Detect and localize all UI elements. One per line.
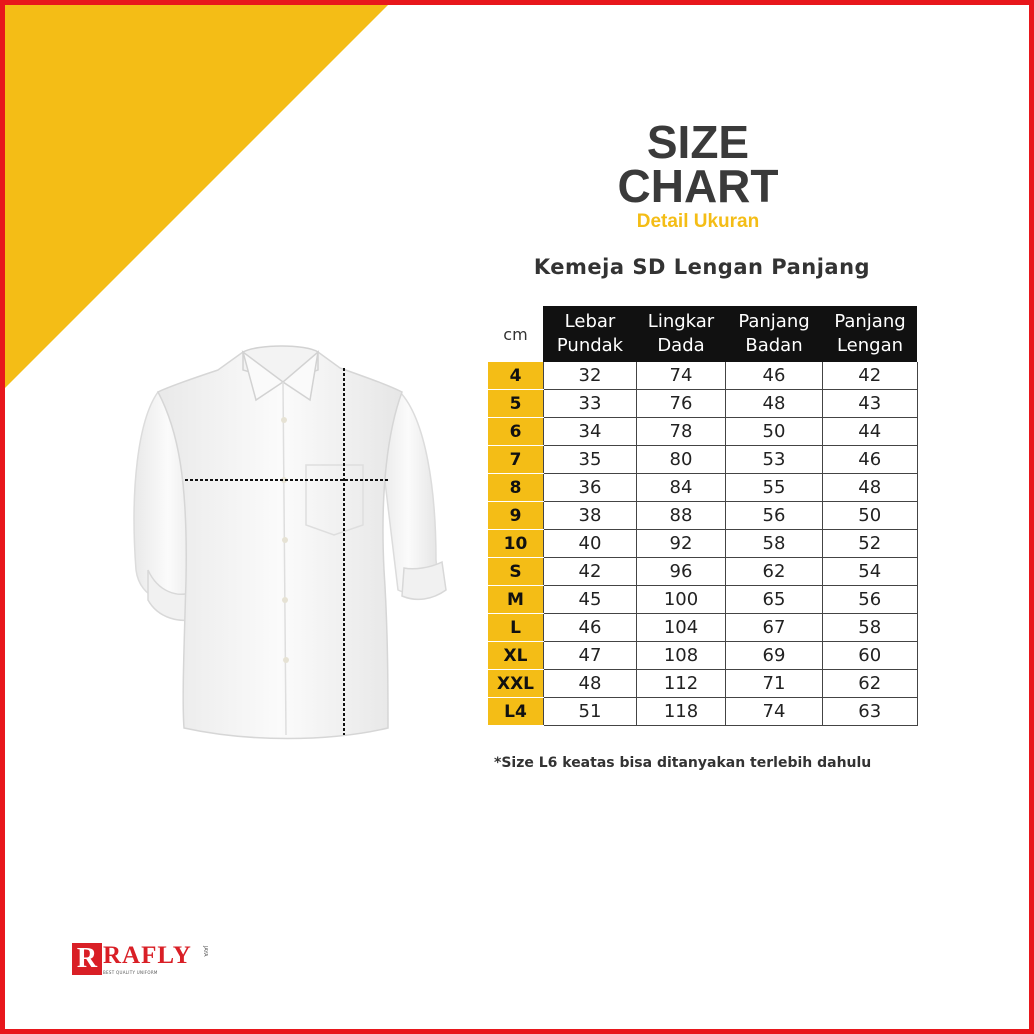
- size-label: 9: [488, 501, 544, 530]
- size-label: 8: [488, 473, 544, 502]
- table-cell: 84: [636, 473, 726, 502]
- table-row: 10 40 92 58 52: [488, 529, 918, 558]
- table-cell: 46: [543, 613, 637, 642]
- yellow-corner-triangle: [0, 0, 393, 393]
- size-label: 6: [488, 417, 544, 446]
- table-cell: 96: [636, 557, 726, 586]
- table-cell: 65: [725, 585, 823, 614]
- table-cell: 67: [725, 613, 823, 642]
- table-cell: 55: [725, 473, 823, 502]
- table-cell: 50: [822, 501, 918, 530]
- table-cell: 58: [822, 613, 918, 642]
- size-label: 4: [488, 362, 544, 390]
- table-cell: 80: [636, 445, 726, 474]
- table-cell: 78: [636, 417, 726, 446]
- table-cell: 44: [822, 417, 918, 446]
- table-cell: 36: [543, 473, 637, 502]
- table-row: XL 47 108 69 60: [488, 641, 918, 670]
- table-cell: 74: [725, 697, 823, 726]
- table-cell: 74: [636, 362, 726, 390]
- table-cell: 47: [543, 641, 637, 670]
- size-note: *Size L6 keatas bisa ditanyakan terlebih…: [494, 755, 872, 771]
- table-row: 9 38 88 56 50: [488, 501, 918, 530]
- shirt-icon: [133, 345, 447, 740]
- table-cell: 62: [822, 669, 918, 698]
- table-cell: 54: [822, 557, 918, 586]
- size-label: 7: [488, 445, 544, 474]
- table-cell: 104: [636, 613, 726, 642]
- table-cell: 46: [822, 445, 918, 474]
- rafly-logo: R RAFLY BEST QUALITY UNIFORM JAYA: [72, 942, 212, 977]
- table-cell: 35: [543, 445, 637, 474]
- page-title: SIZE CHART: [560, 116, 836, 212]
- table-cell: 48: [725, 389, 823, 418]
- logo-mark: R: [72, 943, 102, 975]
- table-cell: 76: [636, 389, 726, 418]
- table-cell: 45: [543, 585, 637, 614]
- size-label: XL: [488, 641, 544, 670]
- table-cell: 108: [636, 641, 726, 670]
- size-label: M: [488, 585, 544, 614]
- size-label: S: [488, 557, 544, 586]
- table-cell: 69: [725, 641, 823, 670]
- table-cell: 46: [725, 362, 823, 390]
- table-cell: 56: [725, 501, 823, 530]
- table-row: M 45 100 65 56: [488, 585, 918, 614]
- table-row: 7 35 80 53 46: [488, 445, 918, 474]
- table-row: S 42 96 62 54: [488, 557, 918, 586]
- table-cell: 40: [543, 529, 637, 558]
- table-header-row: cm Lebar Pundak Lingkar Dada Panjang Bad…: [488, 306, 917, 362]
- table-cell: 60: [822, 641, 918, 670]
- table-cell: 58: [725, 529, 823, 558]
- table-cell: 62: [725, 557, 823, 586]
- column-header-lebar-pundak: Lebar Pundak: [543, 306, 637, 362]
- table-cell: 38: [543, 501, 637, 530]
- table-cell: 42: [822, 362, 918, 390]
- table-cell: 42: [543, 557, 637, 586]
- logo-suffix: JAYA: [202, 946, 208, 957]
- size-label: 10: [488, 529, 544, 558]
- table-row: 8 36 84 55 48: [488, 473, 918, 502]
- table-cell: 56: [822, 585, 918, 614]
- size-label: XXL: [488, 669, 544, 698]
- table-cell: 48: [822, 473, 918, 502]
- table-row: 5 33 76 48 43: [488, 389, 918, 418]
- table-cell: 53: [725, 445, 823, 474]
- table-cell: 51: [543, 697, 637, 726]
- title-line-size: SIZE: [646, 116, 750, 168]
- size-label: L4: [488, 697, 544, 726]
- table-cell: 118: [636, 697, 726, 726]
- column-header-panjang-lengan: Panjang Lengan: [822, 306, 917, 362]
- size-table: cm Lebar Pundak Lingkar Dada Panjang Bad…: [488, 306, 918, 726]
- table-cell: 50: [725, 417, 823, 446]
- table-cell: 92: [636, 529, 726, 558]
- table-cell: 33: [543, 389, 637, 418]
- table-row: L4 51 118 74 63: [488, 697, 918, 726]
- table-cell: 52: [822, 529, 918, 558]
- table-row: 6 34 78 50 44: [488, 417, 918, 446]
- table-cell: 34: [543, 417, 637, 446]
- table-cell: 71: [725, 669, 823, 698]
- table-cell: 48: [543, 669, 637, 698]
- logo-tagline: BEST QUALITY UNIFORM: [103, 970, 158, 975]
- title-line-chart: CHART: [617, 160, 779, 212]
- column-header-panjang-badan: Panjang Badan: [725, 306, 823, 362]
- table-cell: 63: [822, 697, 918, 726]
- unit-label: cm: [488, 306, 544, 362]
- table-cell: 32: [543, 362, 637, 390]
- table-row: XXL 48 112 71 62: [488, 669, 918, 698]
- size-label: 5: [488, 389, 544, 418]
- table-cell: 88: [636, 501, 726, 530]
- table-cell: 43: [822, 389, 918, 418]
- table-cell: 100: [636, 585, 726, 614]
- column-header-lingkar-dada: Lingkar Dada: [636, 306, 726, 362]
- size-label: L: [488, 613, 544, 642]
- logo-wordmark: RAFLY: [103, 942, 192, 969]
- table-row: L 46 104 67 58: [488, 613, 918, 642]
- table-row: 4 32 74 46 42: [488, 362, 918, 390]
- subtitle: Detail Ukuran: [636, 211, 760, 232]
- product-name: Kemeja SD Lengan Panjang: [533, 255, 871, 279]
- table-cell: 112: [636, 669, 726, 698]
